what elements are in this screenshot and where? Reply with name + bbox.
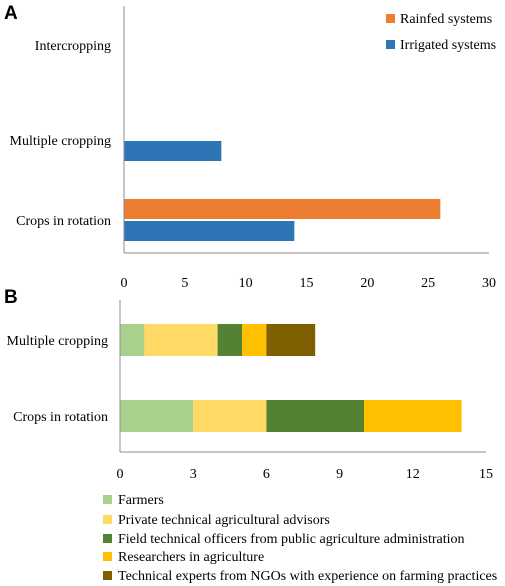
- legend-label-technical-experts-from-ngos-with-experience-on-farming-practices: Technical experts from NGOs with experie…: [118, 569, 497, 584]
- bar-researchers-in-agriculture-crops-in-rotation: [364, 400, 462, 432]
- x-tick-label-25: 25: [421, 276, 435, 291]
- legend-swatch-rainfed-systems: [386, 14, 395, 23]
- legend-swatch-field-technical-officers-from-public-agriculture-administration: [103, 534, 112, 543]
- x-tick-label-5: 5: [181, 276, 188, 291]
- legend-swatch-irrigated-systems: [386, 40, 395, 49]
- bar-irrigated-systems-multiple-cropping: [124, 141, 222, 161]
- panel-b-chart: B Multiple cropping Crops in rotation 0 3 6 9 1…: [4, 287, 497, 584]
- x-tick-label-3: 3: [190, 467, 197, 482]
- legend-label-field-technical-officers-from-public-agriculture-administration: Field technical officers from public agr…: [118, 532, 465, 547]
- bar-farmers-crops-in-rotation: [120, 400, 194, 432]
- x-tick-label-0: 0: [117, 467, 124, 482]
- panel-a-label: A: [4, 3, 18, 24]
- legend-label-farmers: Farmers: [118, 493, 164, 508]
- panel-a-chart: A Intercropping Multiple cropping Crops in …: [4, 3, 496, 291]
- legend-label-researchers-in-agriculture: Researchers in agriculture: [118, 550, 264, 565]
- x-tick-label-10: 10: [239, 276, 253, 291]
- bar-rainfed-systems-crops-in-rotation: [124, 199, 441, 219]
- bar-irrigated-systems-crops-in-rotation: [124, 221, 295, 241]
- bar-private-technical-agricultural-advisors-crops-in-rotation: [193, 400, 267, 432]
- x-tick-label-15: 15: [300, 276, 314, 291]
- x-tick-label-12: 12: [406, 467, 420, 482]
- x-tick-label-9: 9: [336, 467, 343, 482]
- bar-private-technical-agricultural-advisors-multiple-cropping: [144, 324, 218, 356]
- x-tick-label-20: 20: [360, 276, 374, 291]
- legend-swatch-technical-experts-from-ngos-with-experience-on-farming-practices: [103, 571, 112, 580]
- bar-field-technical-officers-from-public-agriculture-administration-multiple-cropping: [217, 324, 242, 356]
- x-tick-label-0: 0: [121, 276, 128, 291]
- category-label-crops-in-rotation: Crops in rotation: [16, 214, 111, 229]
- category-label-multiple-cropping: Multiple cropping: [7, 334, 109, 349]
- panel-b-label: B: [4, 287, 18, 308]
- legend-swatch-farmers: [103, 495, 112, 504]
- category-label-intercropping: Intercropping: [35, 39, 111, 54]
- bar-field-technical-officers-from-public-agriculture-administration-crops-in-rotation: [266, 400, 364, 432]
- legend-label-private-technical-agricultural-advisors: Private technical agricultural advisors: [118, 513, 330, 528]
- bar-researchers-in-agriculture-multiple-cropping: [242, 324, 267, 356]
- bar-farmers-multiple-cropping: [120, 324, 145, 356]
- legend-swatch-private-technical-agricultural-advisors: [103, 515, 112, 524]
- category-label-multiple-cropping: Multiple cropping: [10, 134, 112, 149]
- legend-label-irrigated-systems: Irrigated systems: [400, 38, 496, 53]
- x-tick-label-15: 15: [479, 467, 493, 482]
- legend-swatch-researchers-in-agriculture: [103, 552, 112, 561]
- x-tick-label-6: 6: [263, 467, 270, 482]
- bar-technical-experts-from-ngos-with-experience-on-farming-practices-multiple-cropping: [266, 324, 316, 356]
- category-label-crops-in-rotation: Crops in rotation: [13, 410, 108, 425]
- legend-label-rainfed-systems: Rainfed systems: [400, 12, 492, 27]
- x-tick-label-30: 30: [482, 276, 496, 291]
